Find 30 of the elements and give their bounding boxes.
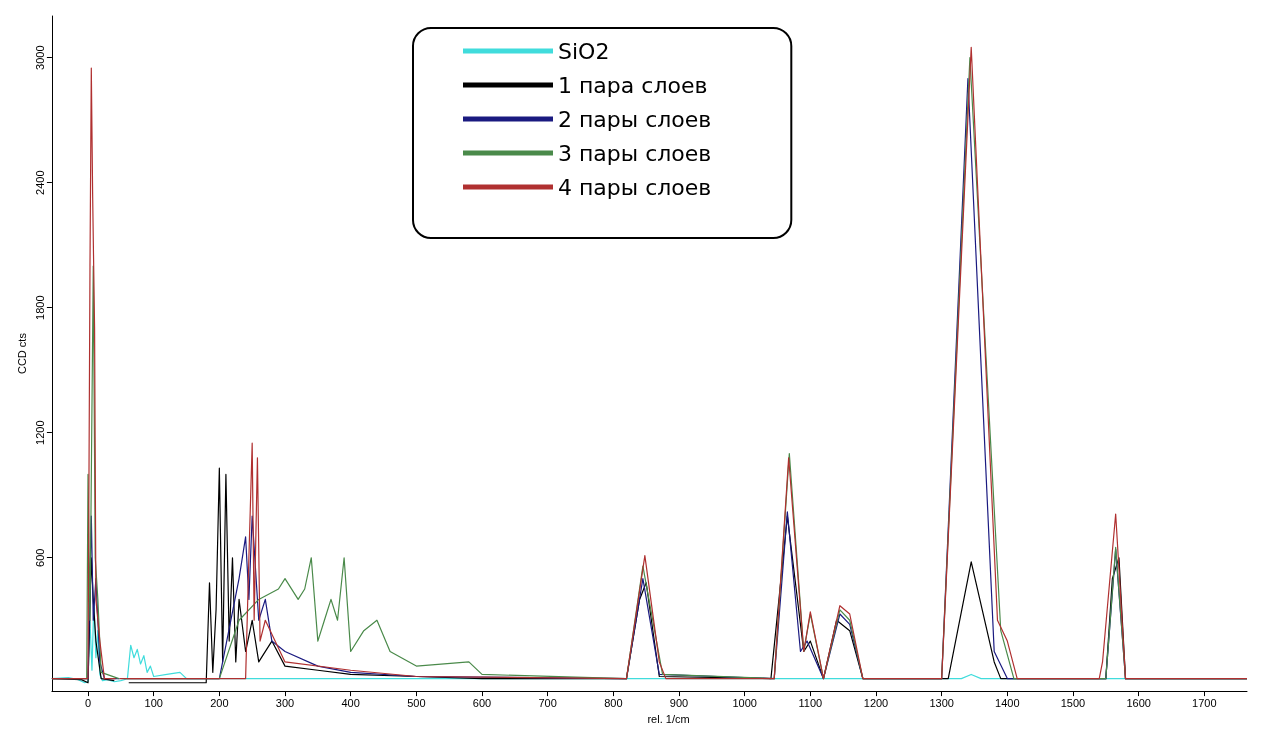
x-tick-label: 500 [407, 696, 426, 709]
x-tick-label: 100 [144, 696, 163, 709]
x-tick-label: 400 [341, 696, 360, 709]
x-tick-label: 800 [604, 696, 623, 709]
y-tick-label: 2400 [34, 170, 47, 195]
x-tick-label: 1200 [863, 696, 889, 709]
x-tick-label: 600 [472, 696, 492, 709]
x-tick-label: 900 [669, 696, 689, 709]
legend-label: 4 пары слоев [558, 174, 712, 200]
x-tick-label: 1100 [798, 696, 823, 709]
x-tick-label: 1400 [995, 696, 1020, 709]
x-tick-label: 1300 [929, 696, 954, 709]
legend-label: 2 пары слоев [558, 106, 712, 132]
x-tick-label: 200 [210, 696, 229, 709]
x-tick-label: 0 [84, 696, 92, 709]
x-axis-title: rel. 1/cm [647, 712, 690, 725]
legend-label: 3 пары слоев [558, 140, 712, 166]
x-tick-label: 1000 [732, 696, 757, 709]
x-tick-label: 1700 [1192, 696, 1217, 709]
x-tick-label: 300 [275, 696, 295, 709]
y-axis-title: CCD cts [15, 332, 28, 375]
x-tick-label: 1500 [1060, 696, 1086, 709]
y-tick-label: 1200 [34, 420, 47, 445]
x-tick-label: 700 [538, 696, 557, 709]
legend-label: SiO2 [558, 38, 610, 64]
y-tick-label: 1800 [34, 295, 47, 320]
y-tick-label: 3000 [34, 45, 47, 70]
y-tick-label: 600 [34, 548, 47, 567]
x-tick-label: 1600 [1126, 696, 1151, 709]
legend-label: 1 пара слоев [558, 72, 708, 98]
